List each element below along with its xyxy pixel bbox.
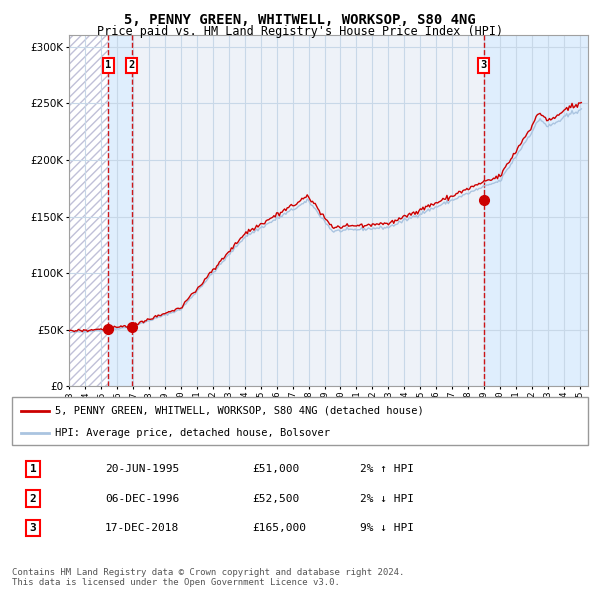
Text: 2% ↑ HPI: 2% ↑ HPI [360, 464, 414, 474]
Text: 2% ↓ HPI: 2% ↓ HPI [360, 494, 414, 503]
Text: Price paid vs. HM Land Registry's House Price Index (HPI): Price paid vs. HM Land Registry's House … [97, 25, 503, 38]
Text: £52,500: £52,500 [252, 494, 299, 503]
Text: 20-JUN-1995: 20-JUN-1995 [105, 464, 179, 474]
Bar [132, 35, 484, 386]
Text: 3: 3 [481, 60, 487, 70]
Text: 2: 2 [128, 60, 135, 70]
Text: 17-DEC-2018: 17-DEC-2018 [105, 523, 179, 533]
Text: 1: 1 [29, 464, 37, 474]
Text: HPI: Average price, detached house, Bolsover: HPI: Average price, detached house, Bols… [55, 428, 330, 438]
Text: 2: 2 [29, 494, 37, 503]
Text: 1: 1 [106, 60, 112, 70]
Bar [69, 35, 109, 386]
Bar [109, 35, 132, 386]
Text: 5, PENNY GREEN, WHITWELL, WORKSOP, S80 4NG: 5, PENNY GREEN, WHITWELL, WORKSOP, S80 4… [124, 13, 476, 27]
Text: 5, PENNY GREEN, WHITWELL, WORKSOP, S80 4NG (detached house): 5, PENNY GREEN, WHITWELL, WORKSOP, S80 4… [55, 405, 424, 415]
Bar [484, 35, 588, 386]
Text: £165,000: £165,000 [252, 523, 306, 533]
Text: £51,000: £51,000 [252, 464, 299, 474]
FancyBboxPatch shape [12, 397, 588, 445]
Text: Contains HM Land Registry data © Crown copyright and database right 2024.
This d: Contains HM Land Registry data © Crown c… [12, 568, 404, 587]
Text: 06-DEC-1996: 06-DEC-1996 [105, 494, 179, 503]
Text: 3: 3 [29, 523, 37, 533]
Text: 9% ↓ HPI: 9% ↓ HPI [360, 523, 414, 533]
